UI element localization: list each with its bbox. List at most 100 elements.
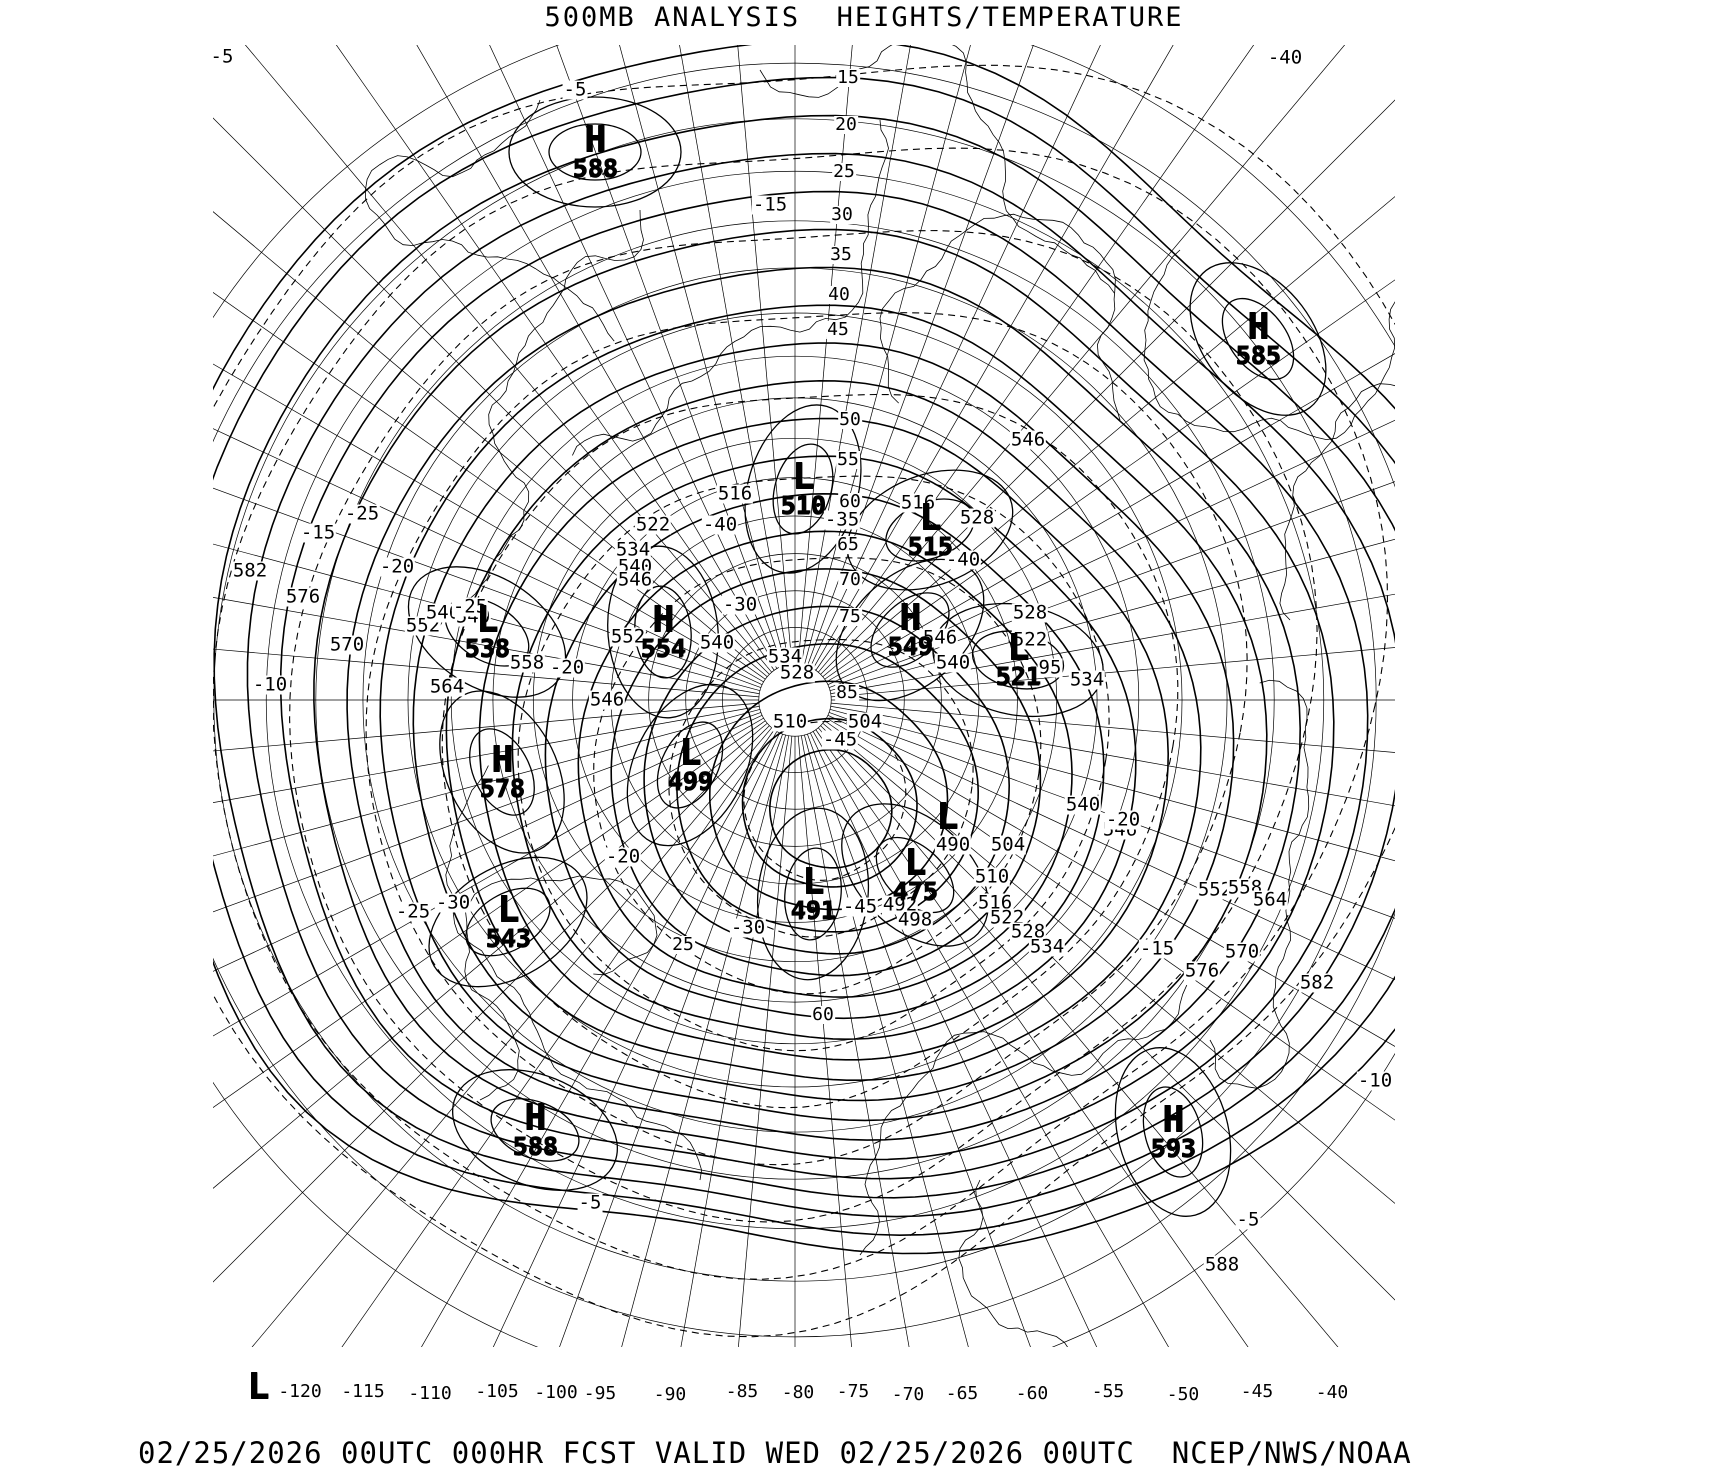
longitude-label: -45 (1239, 1381, 1275, 1402)
pressure-center-low: L (904, 842, 926, 883)
temperature-contour-label: -20 (378, 555, 416, 578)
pressure-center-value: 515 (907, 531, 953, 561)
pressure-center-low: L (936, 796, 958, 837)
height-contour-label: 534 (766, 645, 804, 668)
pressure-center-value: 554 (640, 633, 686, 663)
pressure-center-value: 491 (790, 895, 836, 925)
latitude-label: 70 (838, 569, 862, 590)
latitude-label: 15 (836, 67, 860, 88)
height-contour-label: 516 (899, 491, 937, 514)
longitude-label: -110 (407, 1383, 453, 1404)
height-contour-label: 564 (1251, 888, 1289, 911)
latitude-label: 40 (827, 284, 851, 305)
pressure-center-high: H (652, 599, 674, 640)
height-contour-label: 564 (428, 675, 466, 698)
temperature-contour-label: -40 (1266, 46, 1304, 69)
temperature-contour-label: -25 (394, 900, 432, 923)
map-title: 500MB ANALYSIS HEIGHTS/TEMPERATURE (544, 2, 1184, 33)
pressure-center-high: H (899, 597, 921, 638)
latitude-label: 25 (671, 934, 695, 955)
latitude-label: 50 (838, 409, 862, 430)
longitude-label: -80 (780, 1382, 816, 1403)
map-footer-caption: 02/25/2026 00UTC 000HR FCST VALID WED 02… (138, 1436, 1412, 1470)
height-contour-label: 552 (1196, 878, 1234, 901)
temperature-contour-label: -35 (823, 508, 861, 531)
temperature-contour-label: -40 (701, 513, 739, 536)
temperature-contour-label: -45 (841, 895, 879, 918)
temperature-contour-label: -20 (1104, 808, 1142, 831)
pressure-center-high: H (1162, 1099, 1184, 1140)
latitude-label: 35 (829, 244, 853, 265)
temperature-contour-label: -15 (751, 193, 789, 216)
temperature-contour-label: -15 (1138, 937, 1176, 960)
pressure-center-value: 521 (995, 661, 1041, 691)
longitude-label: -105 (474, 1381, 520, 1402)
latitude-label: 60 (811, 1004, 835, 1025)
longitude-label: -70 (890, 1384, 926, 1405)
height-contour-label: 534 (1068, 668, 1106, 691)
height-contour-label: 540 (1064, 793, 1102, 816)
latitude-label: 25 (832, 161, 856, 182)
latitude-label: 85 (835, 682, 859, 703)
pressure-center-value: 538 (464, 633, 510, 663)
pressure-center-value: 585 (1235, 340, 1281, 370)
pressure-center-value: 510 (780, 490, 826, 520)
height-contour-label: 570 (328, 633, 366, 656)
height-contour-label: 528 (1009, 920, 1047, 943)
height-contour-label: 546 (588, 688, 626, 711)
temperature-contour-label: -20 (548, 656, 586, 679)
height-contour-label: 510 (771, 710, 809, 733)
height-contour-label: 522 (634, 513, 672, 536)
pressure-center-value: 578 (479, 773, 525, 803)
height-contour-label: 498 (896, 908, 934, 931)
longitude-label: -65 (944, 1383, 980, 1404)
height-contour-label: 528 (1011, 601, 1049, 624)
height-contour-label: 558 (508, 651, 546, 674)
longitude-label: -60 (1014, 1383, 1050, 1404)
pressure-center-high: H (491, 739, 513, 780)
longitude-label: -50 (1165, 1384, 1201, 1405)
pressure-center-value: 588 (512, 1131, 558, 1161)
height-contour-label: 528 (958, 506, 996, 529)
latitude-label: 20 (834, 114, 858, 135)
pressure-center-low: L (476, 599, 498, 640)
height-contour-label: 510 (973, 865, 1011, 888)
pressure-center-high: H (524, 1097, 546, 1138)
pressure-center-high: H (1247, 306, 1269, 347)
pressure-center-value: 549 (887, 631, 933, 661)
temperature-contour-label: -5 (577, 1191, 603, 1214)
latitude-label: 65 (836, 534, 860, 555)
longitude-label: -120 (277, 1381, 323, 1402)
height-contour-label: 582 (231, 559, 269, 582)
pressure-center-low: L (792, 456, 814, 497)
latitude-label: 30 (830, 204, 854, 225)
pressure-center-low: L (919, 497, 941, 538)
latitude-label: 75 (838, 606, 862, 627)
temperature-contour-label: -15 (299, 521, 337, 544)
height-contour-label: 522 (1011, 628, 1049, 651)
pressure-center-value: 475 (892, 876, 938, 906)
longitude-label: -95 (582, 1383, 618, 1404)
longitude-label: -75 (835, 1381, 871, 1402)
height-contour-label: 492 (881, 893, 919, 916)
height-contour-label: 576 (284, 585, 322, 608)
temperature-contour-label: -5 (562, 78, 588, 101)
longitude-label: -40 (1314, 1382, 1350, 1403)
longitude-label: -55 (1090, 1381, 1126, 1402)
pressure-center-low: L (497, 889, 519, 930)
height-contour-label: 552 (609, 625, 647, 648)
temperature-contour-label: -5 (1235, 1208, 1261, 1231)
height-contour-label: 540 (698, 631, 736, 654)
longitude-label: -85 (724, 1381, 760, 1402)
height-contour-label: 504 (989, 833, 1027, 856)
longitude-label: -100 (533, 1382, 579, 1403)
pressure-center-value: 593 (1150, 1133, 1196, 1163)
pressure-center-value: 588 (572, 153, 618, 183)
height-contour-label: 570 (1223, 940, 1261, 963)
pressure-center-value: 499 (667, 766, 713, 796)
pressure-center-high: H (584, 119, 606, 160)
height-contour-label: 576 (1183, 959, 1221, 982)
height-contour-label: 534 (614, 538, 652, 561)
